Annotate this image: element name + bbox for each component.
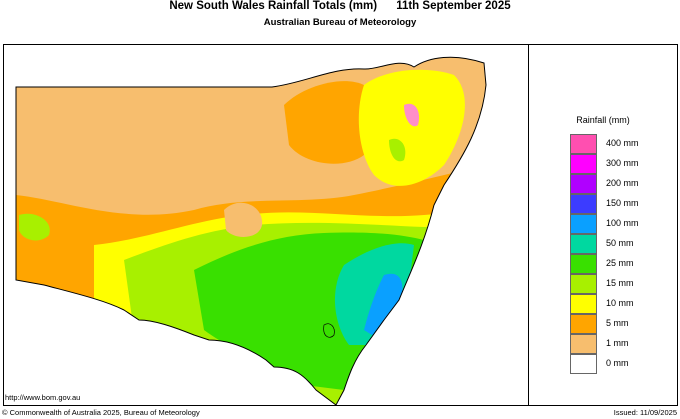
- map-title: New South Wales Rainfall Totals (mm) 11t…: [169, 0, 511, 12]
- legend-label: 300 mm: [606, 158, 639, 168]
- legend-title: Rainfall (mm): [576, 115, 630, 125]
- issued-date: Issued: 11/09/2025: [613, 408, 677, 417]
- legend-swatch: [570, 334, 597, 354]
- legend-label: 5 mm: [606, 318, 629, 328]
- legend-swatch: [570, 154, 597, 174]
- legend-label: 0 mm: [606, 358, 629, 368]
- act-border: [323, 323, 335, 338]
- legend-swatch: [570, 254, 597, 274]
- legend-swatch: [570, 134, 597, 154]
- legend-swatch: [570, 234, 597, 254]
- nsw-border: [15, 56, 487, 405]
- legend-swatch: [570, 174, 597, 194]
- legend-divider: [528, 44, 529, 406]
- rainfall-fill: [16, 57, 486, 405]
- legend-swatch: [570, 354, 597, 374]
- bom-url[interactable]: http://www.bom.gov.au: [5, 393, 81, 402]
- legend-label: 200 mm: [606, 178, 639, 188]
- legend-label: 400 mm: [606, 138, 639, 148]
- legend-swatch: [570, 214, 597, 234]
- rainfall-map: [15, 56, 487, 405]
- legend-label: 10 mm: [606, 298, 634, 308]
- legend-label: 1 mm: [606, 338, 629, 348]
- legend-swatch: [570, 294, 597, 314]
- legend-label: 100 mm: [606, 218, 639, 228]
- map-subtitle: Australian Bureau of Meteorology: [263, 17, 417, 28]
- legend-label: 150 mm: [606, 198, 639, 208]
- legend-swatch: [570, 274, 597, 294]
- legend-label: 50 mm: [606, 238, 634, 248]
- legend-swatch: [570, 314, 597, 334]
- map-frame: [3, 44, 678, 406]
- copyright-notice: © Commonwealth of Australia 2025, Bureau…: [2, 408, 200, 417]
- legend-label: 25 mm: [606, 258, 634, 268]
- legend-label: 15 mm: [606, 278, 634, 288]
- legend-swatch: [570, 194, 597, 214]
